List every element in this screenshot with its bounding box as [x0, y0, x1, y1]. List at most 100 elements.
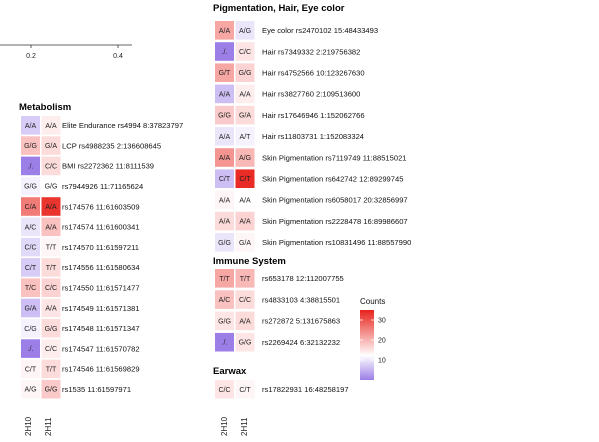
- heatmap-cell: [235, 127, 255, 146]
- row-label: rs1535 11:61597971: [62, 385, 131, 394]
- legend-tick-label: 30: [378, 318, 386, 325]
- row-label: rs174547 11:61570782: [62, 344, 140, 353]
- cell-genotype-label: C/T: [239, 176, 251, 183]
- heatmap-cell: [41, 197, 61, 216]
- row-label: Eye color rs2470102 15:48433493: [262, 26, 378, 35]
- row-label: Skin Pigmentation rs2228478 16:89986607: [262, 217, 408, 226]
- heatmap-cell: [21, 379, 40, 399]
- column-label: 2H10: [24, 416, 33, 436]
- heatmap-cell: [21, 156, 40, 176]
- heatmap-cell: [235, 21, 255, 40]
- cell-genotype-label: T/T: [219, 276, 230, 283]
- heatmap-cell: [235, 211, 255, 231]
- cell-genotype-label: A/A: [45, 123, 57, 130]
- row-label: rs174574 11:61600341: [62, 223, 140, 232]
- row-label: BMI rs2272362 11:8111539: [62, 162, 154, 171]
- heatmap-cell: [235, 42, 255, 61]
- heatmap-cell: [235, 169, 255, 188]
- row-label: rs174570 11:61597211: [62, 243, 139, 252]
- heatmap-cell: [21, 339, 40, 358]
- heatmap-cell: [21, 237, 40, 257]
- cell-genotype-label: ./.: [28, 163, 34, 170]
- row-label: rs653178 12:112007755: [262, 274, 344, 283]
- cell-genotype-label: A/G: [24, 387, 36, 394]
- cell-genotype-label: C/T: [25, 366, 37, 373]
- row-label: rs174549 11:61571381: [62, 304, 140, 313]
- heatmap-cell: [41, 116, 61, 135]
- heatmap-cell: [235, 63, 255, 82]
- cell-genotype-label: G/G: [218, 113, 231, 120]
- cell-genotype-label: A/A: [219, 197, 231, 204]
- cell-genotype-label: ./.: [222, 340, 228, 347]
- cell-genotype-label: ./.: [28, 346, 34, 353]
- cell-genotype-label: ./.: [222, 49, 228, 56]
- heatmap-cell: [235, 84, 255, 104]
- legend-tick-label: 10: [378, 358, 386, 365]
- cell-genotype-label: G/A: [239, 240, 251, 247]
- cell-genotype-label: C/G: [24, 326, 36, 333]
- heatmap-cell: [215, 84, 234, 104]
- cell-genotype-label: A/G: [239, 155, 251, 162]
- cell-genotype-label: G/G: [239, 70, 252, 77]
- cell-genotype-label: T/T: [240, 276, 251, 283]
- row-label: rs174576 11:61603509: [62, 202, 140, 211]
- heatmap-cell: [215, 105, 234, 125]
- heatmap-cell: [235, 332, 255, 352]
- cell-genotype-label: A/A: [45, 224, 57, 231]
- cell-genotype-label: G/A: [45, 143, 57, 150]
- heatmap-cell: [41, 339, 61, 358]
- legend-title: Counts: [360, 297, 385, 306]
- cell-genotype-label: A/A: [219, 134, 231, 141]
- color-legend: Counts 10 20 30: [360, 297, 386, 380]
- cell-genotype-label: G/G: [218, 240, 231, 247]
- heatmap-cell: [41, 237, 61, 257]
- heatmap-cell: [21, 176, 40, 196]
- panel-title: Pigmentation, Hair, Eye color: [213, 3, 345, 14]
- heatmap-cell: [215, 42, 234, 61]
- cell-genotype-label: A/A: [219, 219, 231, 226]
- heatmap-panels: Metabolism A/A A/A Elite Endurance rs4994 8…: [19, 3, 411, 399]
- panel-metabolism: Metabolism A/A A/A Elite Endurance rs4994 8…: [19, 102, 183, 399]
- heatmap-cell: [21, 298, 40, 318]
- row-label: Skin Pigmentation rs7119749 11:88515021: [262, 153, 407, 162]
- heatmap-cell: [41, 136, 61, 155]
- row-label: LCP rs4988235 2:136608645: [62, 141, 161, 150]
- cell-genotype-label: C/C: [45, 285, 57, 292]
- cell-genotype-label: G/A: [239, 113, 251, 120]
- row-label: Hair rs17646946 1:152062766: [262, 111, 365, 120]
- cell-genotype-label: A/C: [219, 297, 231, 304]
- panel-earwax: Earwax C/C C/T rs17822931 16:48258197: [213, 366, 349, 399]
- heatmap-cell: [215, 290, 234, 309]
- scatter-tick-label: 0.4: [113, 53, 123, 60]
- heatmap-cell: [41, 156, 61, 176]
- heatmap-cell: [215, 148, 234, 167]
- panel-pigmentation-hair-eye-color: Pigmentation, Hair, Eye color A/A A/G Eye c…: [213, 3, 411, 252]
- heatmap-cell: [21, 197, 40, 216]
- row-label: rs272872 5:131675863: [262, 317, 340, 326]
- row-label: rs174548 11:61571347: [62, 324, 140, 333]
- heatmap-cell: [41, 379, 61, 399]
- column-labels-left: 2H10 2H11: [24, 416, 53, 436]
- panel-title: Immune System: [213, 256, 286, 267]
- scatter-plot-fragment: 0.2 0.4: [0, 44, 132, 60]
- row-label: Hair rs3827760 2:109513600: [262, 90, 360, 99]
- column-label: 2H10: [220, 416, 229, 436]
- cell-genotype-label: A/A: [219, 91, 231, 98]
- cell-genotype-label: C/A: [25, 204, 37, 211]
- column-label: 2H11: [240, 417, 249, 436]
- row-label: Hair rs7349332 2:219756382: [262, 47, 360, 56]
- cell-genotype-label: A/A: [45, 204, 57, 211]
- cell-genotype-label: A/A: [239, 318, 251, 325]
- heatmap-cell: [235, 190, 255, 210]
- heatmap-cell: [235, 290, 255, 309]
- panel-title: Metabolism: [19, 102, 71, 113]
- heatmap-cell: [235, 148, 255, 167]
- cell-genotype-label: C/T: [25, 265, 37, 272]
- cell-genotype-label: G/T: [219, 70, 231, 77]
- panel-immune-system: Immune System T/T T/T rs653178 12:112007755…: [213, 256, 344, 352]
- row-label: Skin Pigmentation rs10831496 11:88557990: [262, 238, 411, 247]
- row-label: Skin Pigmentation rs6058017 20:32856997: [262, 196, 408, 205]
- heatmap-cell: [215, 269, 234, 288]
- cell-genotype-label: G/A: [24, 306, 36, 313]
